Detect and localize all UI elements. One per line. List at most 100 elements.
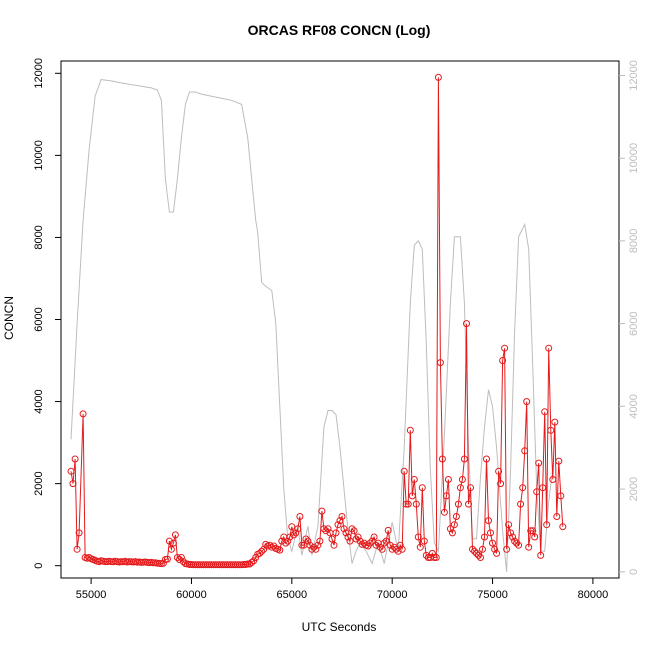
- concn-point: [332, 529, 340, 537]
- altitude-series: [70, 79, 554, 572]
- y-axis-left: 0 2000 4000 6000 8000 10000 12000: [33, 58, 61, 569]
- concn-point: [382, 537, 390, 545]
- concn-point: [539, 484, 547, 492]
- concn-point: [244, 560, 252, 568]
- concn-point: [338, 513, 346, 520]
- concn-point: [430, 554, 438, 561]
- concn-point: [177, 554, 185, 561]
- concn-point: [342, 529, 350, 537]
- concn-point: [69, 480, 77, 488]
- concn-series: [67, 73, 567, 569]
- concn-point: [256, 549, 264, 557]
- concn-point: [348, 525, 356, 533]
- concn-point: [456, 484, 464, 492]
- concn-point: [71, 455, 79, 463]
- concn-point: [479, 545, 486, 553]
- concn-point: [306, 541, 314, 549]
- concn-point: [531, 533, 539, 541]
- concn-point: [378, 545, 386, 553]
- concn-point: [376, 543, 384, 551]
- concn-point: [533, 488, 541, 496]
- concn-point: [458, 476, 466, 483]
- concn-point: [324, 525, 332, 533]
- concn-point: [467, 484, 474, 492]
- concn-point: [442, 492, 450, 500]
- concn-point: [463, 320, 470, 328]
- concn-point: [386, 541, 394, 549]
- concn-point: [497, 480, 505, 488]
- concn-point: [406, 426, 414, 434]
- concn-point: [248, 558, 256, 566]
- y-tick-label-left: 8000: [33, 225, 45, 249]
- concn-point: [400, 467, 408, 475]
- concn-point: [310, 543, 318, 551]
- concn-point: [404, 500, 412, 508]
- x-tick-label: 60000: [176, 589, 207, 601]
- y-tick-label-right: 8000: [628, 229, 640, 253]
- concn-point: [73, 545, 81, 553]
- concn-point: [473, 549, 480, 557]
- concn-point: [446, 525, 454, 533]
- y-tick-label-right: 4000: [628, 394, 640, 418]
- concn-point: [432, 554, 440, 561]
- concn-point: [330, 541, 338, 549]
- concn-point: [366, 539, 374, 547]
- concn-point: [380, 539, 388, 547]
- x-axis-title: UTC Seconds: [302, 620, 377, 634]
- concn-point: [553, 513, 561, 520]
- concn-point: [304, 537, 312, 545]
- concn-point: [503, 545, 511, 553]
- concn-point: [527, 527, 535, 535]
- plot-frame: [60, 60, 620, 579]
- concn-point: [336, 517, 344, 525]
- concn-point: [408, 492, 416, 500]
- concn-point: [487, 529, 494, 537]
- concn-point: [519, 484, 527, 492]
- concn-point: [302, 535, 310, 543]
- concn-point: [422, 551, 430, 559]
- concn-point: [165, 537, 173, 545]
- concn-point: [175, 556, 183, 563]
- concn-point: [491, 545, 499, 553]
- concn-point: [523, 398, 531, 406]
- concn-point: [350, 527, 358, 535]
- concn-point: [354, 533, 362, 541]
- concn-point: [294, 525, 302, 533]
- concn-point: [266, 541, 274, 549]
- concn-line: [70, 77, 564, 566]
- concn-point: [489, 539, 496, 547]
- concn-point: [394, 547, 402, 555]
- concn-point: [418, 484, 426, 492]
- concn-point: [481, 533, 488, 541]
- concn-point: [509, 533, 517, 541]
- concn-point: [396, 541, 404, 549]
- x-tick-label: 65000: [277, 589, 308, 601]
- concn-point: [298, 541, 306, 549]
- concn-point: [388, 545, 396, 553]
- concn-point: [551, 418, 559, 426]
- concn-point: [460, 455, 468, 463]
- concn-point: [517, 500, 525, 508]
- concn-point: [440, 508, 448, 516]
- concn-point: [340, 525, 348, 533]
- concn-point: [428, 549, 436, 557]
- concn-point: [495, 467, 503, 475]
- concn-point: [485, 517, 492, 525]
- chart-title: ORCAS RF08 CONCN (Log): [248, 22, 431, 38]
- concn-point: [334, 521, 342, 529]
- concn-point: [469, 545, 476, 553]
- x-tick-label: 75000: [477, 589, 508, 601]
- y-tick-label-left: 0: [33, 563, 45, 569]
- concn-point: [352, 535, 360, 543]
- concn-point: [167, 545, 175, 553]
- concn-point: [368, 537, 376, 545]
- y-tick-label-right: 2000: [628, 477, 640, 501]
- concn-point: [169, 539, 177, 547]
- concn-point: [557, 492, 565, 500]
- y-tick-label-left: 6000: [33, 307, 45, 331]
- concn-point: [493, 549, 501, 557]
- y-tick-label-left: 10000: [33, 140, 45, 171]
- concn-point: [420, 537, 428, 545]
- concn-point: [75, 529, 83, 537]
- y-tick-label-left: 2000: [33, 471, 45, 495]
